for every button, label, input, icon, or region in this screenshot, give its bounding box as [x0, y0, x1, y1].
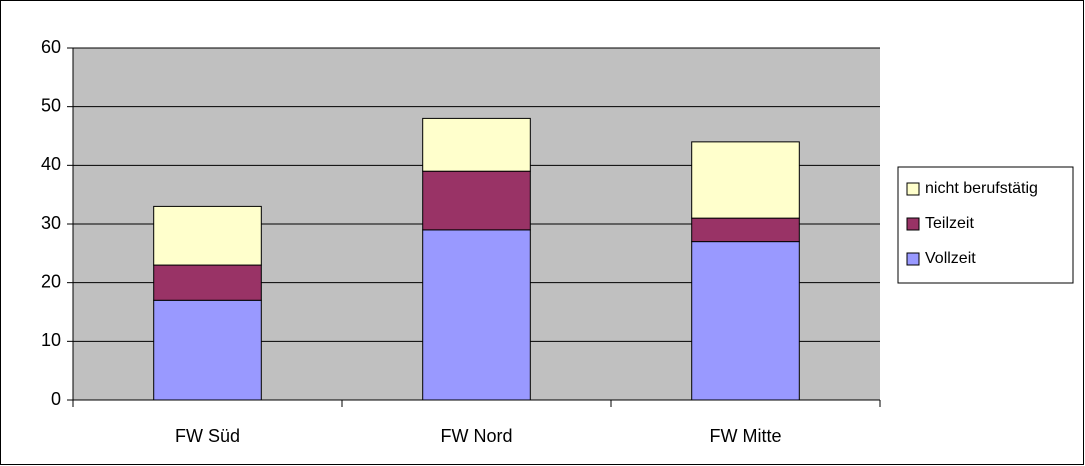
bar — [691, 241, 800, 401]
y-tick-label: 30 — [41, 213, 61, 233]
bar — [422, 117, 531, 172]
y-tick-label: 50 — [41, 95, 61, 115]
x-tick-label: FW Süd — [175, 426, 240, 446]
legend-label: Vollzeit — [925, 250, 976, 267]
x-tick-label: FW Nord — [441, 426, 513, 446]
bar — [422, 229, 531, 401]
x-tick-label: FW Mitte — [710, 426, 782, 446]
bar — [691, 141, 800, 219]
legend-box — [897, 166, 1074, 284]
legend-label: Teilzeit — [925, 215, 974, 232]
legend-swatch — [906, 182, 920, 196]
bar — [153, 264, 262, 301]
legend: nicht berufstätig Teilzeit Vollzeit — [897, 166, 1074, 284]
bar — [153, 205, 262, 266]
legend-swatch — [906, 217, 920, 231]
bar — [422, 170, 531, 231]
y-tick-label: 0 — [51, 389, 61, 409]
legend-swatch — [906, 252, 920, 266]
y-tick-label: 10 — [41, 330, 61, 350]
legend-label: nicht berufstätig — [925, 180, 1038, 197]
bar — [691, 217, 800, 243]
y-tick-label: 20 — [41, 271, 61, 291]
bar — [153, 299, 262, 401]
y-tick-label: 40 — [41, 154, 61, 174]
y-tick-label: 60 — [41, 37, 61, 57]
